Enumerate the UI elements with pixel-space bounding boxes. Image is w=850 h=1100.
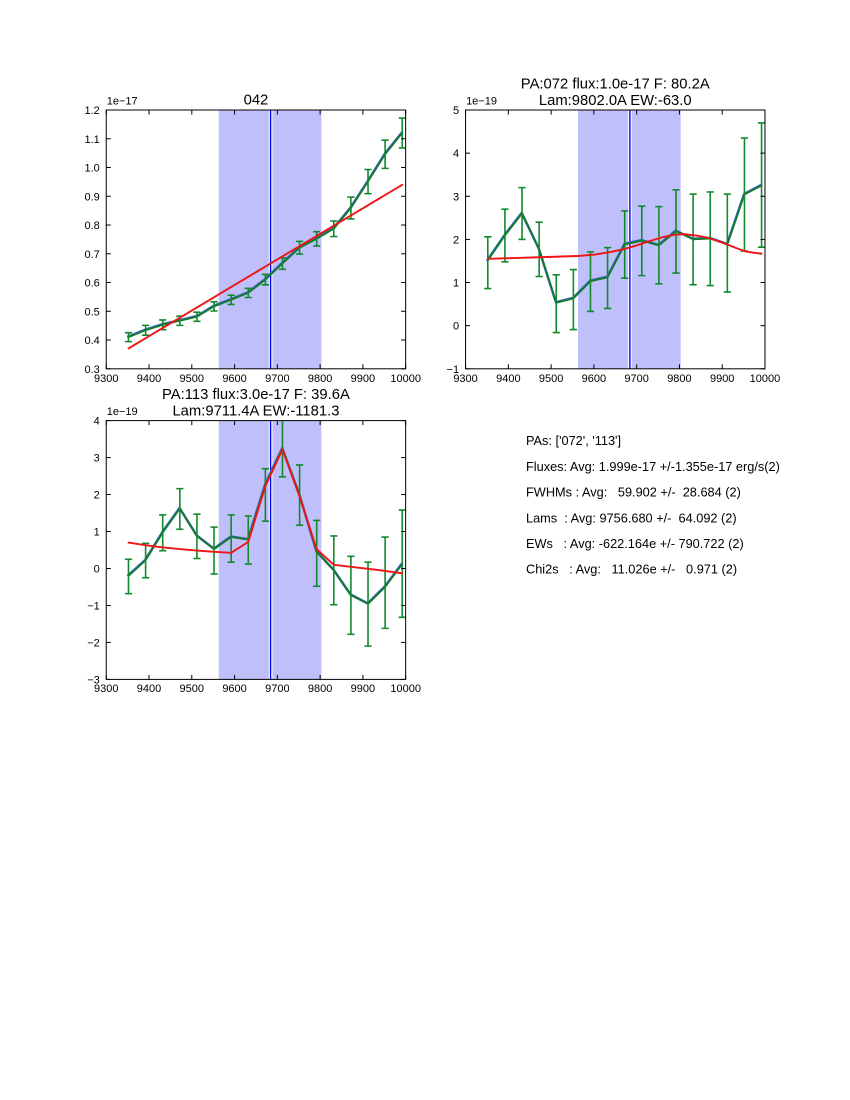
svg-text:9900: 9900 xyxy=(351,373,375,385)
svg-text:5: 5 xyxy=(453,105,459,117)
svg-text:−1: −1 xyxy=(87,600,100,612)
svg-text:9500: 9500 xyxy=(539,373,563,385)
svg-text:9800: 9800 xyxy=(667,373,691,385)
svg-text:0: 0 xyxy=(94,563,100,575)
svg-text:0.6: 0.6 xyxy=(84,278,99,290)
svg-text:9300: 9300 xyxy=(453,373,477,385)
svg-text:PA:072 flux:1.0e-17 F: 80.2A: PA:072 flux:1.0e-17 F: 80.2A xyxy=(521,76,710,92)
svg-text:9500: 9500 xyxy=(180,373,204,385)
svg-text:9800: 9800 xyxy=(308,373,332,385)
svg-text:PA:113 flux:3.0e-17 F: 39.6A: PA:113 flux:3.0e-17 F: 39.6A xyxy=(162,387,350,403)
svg-text:−3: −3 xyxy=(87,674,100,686)
svg-text:Lam:9802.0A EW:-63.0: Lam:9802.0A EW:-63.0 xyxy=(539,93,692,109)
svg-text:9900: 9900 xyxy=(351,683,375,695)
svg-text:0.8: 0.8 xyxy=(84,220,99,232)
svg-text:10000: 10000 xyxy=(390,683,421,695)
svg-text:9400: 9400 xyxy=(496,373,520,385)
svg-text:9700: 9700 xyxy=(265,683,289,695)
svg-text:4: 4 xyxy=(453,148,459,160)
svg-text:1.2: 1.2 xyxy=(84,105,99,117)
svg-text:PAs: ['072', '113']: PAs: ['072', '113'] xyxy=(526,433,621,448)
svg-text:9900: 9900 xyxy=(710,373,734,385)
svg-text:1.1: 1.1 xyxy=(84,134,99,146)
svg-text:042: 042 xyxy=(244,93,269,109)
svg-text:1: 1 xyxy=(453,278,459,290)
svg-text:10000: 10000 xyxy=(390,373,421,385)
svg-text:−1: −1 xyxy=(447,364,460,376)
svg-text:Lams : Avg: 9756.680 +/- 64.: Lams : Avg: 9756.680 +/- 64.092 (2) xyxy=(526,510,737,525)
svg-text:1e−17: 1e−17 xyxy=(107,95,138,107)
svg-text:9500: 9500 xyxy=(180,683,204,695)
svg-text:9400: 9400 xyxy=(137,373,161,385)
svg-text:EWs : Avg: -622.164e +/- 790: EWs : Avg: -622.164e +/- 790.722 (2) xyxy=(526,536,744,551)
svg-text:Fluxes: Avg: 1.999e-17 +/-1.35: Fluxes: Avg: 1.999e-17 +/-1.355e-17 erg/… xyxy=(526,459,780,474)
svg-text:−2: −2 xyxy=(87,637,100,649)
svg-text:Lam:9711.4A EW:-1181.3: Lam:9711.4A EW:-1181.3 xyxy=(172,404,339,420)
svg-text:0: 0 xyxy=(453,321,459,333)
svg-text:9600: 9600 xyxy=(222,373,246,385)
svg-text:10000: 10000 xyxy=(750,373,781,385)
svg-text:9400: 9400 xyxy=(137,683,161,695)
svg-text:9800: 9800 xyxy=(308,683,332,695)
svg-text:9600: 9600 xyxy=(582,373,606,385)
svg-text:9300: 9300 xyxy=(94,683,118,695)
svg-text:0.9: 0.9 xyxy=(84,191,99,203)
svg-text:Chi2s : Avg: 11.026e +/-: Chi2s : Avg: 11.026e +/- 0.971 (2) xyxy=(526,562,737,577)
svg-text:9700: 9700 xyxy=(265,373,289,385)
svg-text:1e−19: 1e−19 xyxy=(466,95,497,107)
svg-text:9700: 9700 xyxy=(624,373,648,385)
svg-text:0.3: 0.3 xyxy=(84,364,99,376)
svg-text:1: 1 xyxy=(94,527,100,539)
svg-text:9300: 9300 xyxy=(94,373,118,385)
svg-text:3: 3 xyxy=(94,453,100,465)
svg-text:1.0: 1.0 xyxy=(84,163,99,175)
svg-text:FWHMs : Avg: 59.902 +/- 28.: FWHMs : Avg: 59.902 +/- 28.684 (2) xyxy=(526,485,741,500)
svg-text:0.5: 0.5 xyxy=(84,306,99,318)
svg-text:2: 2 xyxy=(453,234,459,246)
svg-text:0.4: 0.4 xyxy=(84,335,99,347)
svg-text:0.7: 0.7 xyxy=(84,249,99,261)
svg-text:3: 3 xyxy=(453,191,459,203)
svg-text:2: 2 xyxy=(94,490,100,502)
svg-text:4: 4 xyxy=(94,416,100,428)
svg-text:9600: 9600 xyxy=(222,683,246,695)
svg-text:1e−19: 1e−19 xyxy=(107,406,138,418)
